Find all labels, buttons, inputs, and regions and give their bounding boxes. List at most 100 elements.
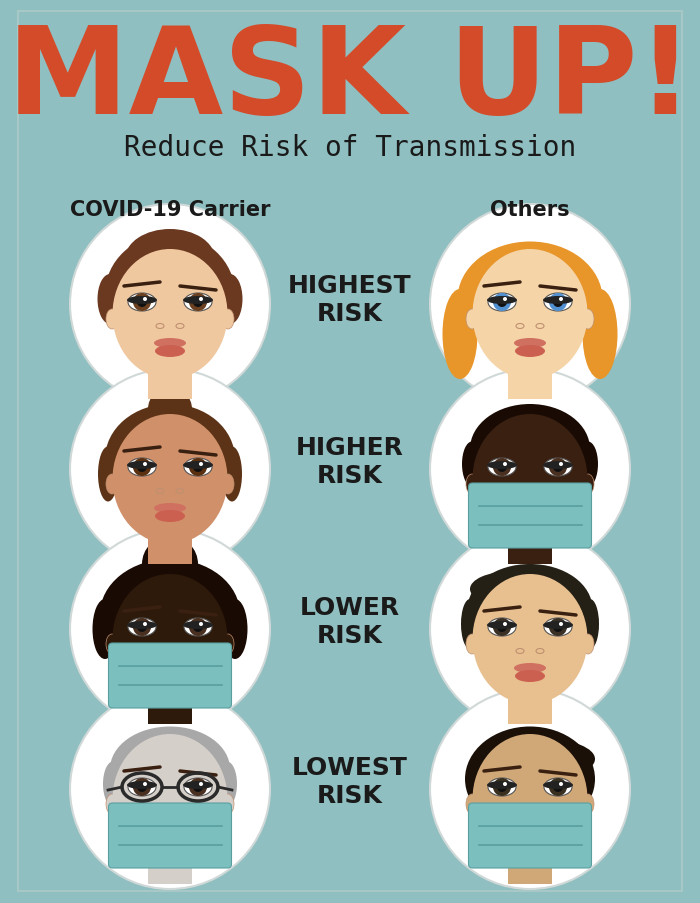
Ellipse shape (222, 310, 234, 330)
Ellipse shape (113, 414, 228, 545)
Circle shape (137, 622, 147, 632)
Ellipse shape (127, 461, 157, 470)
Circle shape (549, 459, 567, 477)
Ellipse shape (543, 461, 573, 470)
Ellipse shape (488, 293, 516, 312)
Bar (508, 844, 552, 884)
Ellipse shape (544, 619, 572, 637)
Circle shape (497, 298, 507, 308)
Circle shape (199, 462, 203, 467)
Circle shape (493, 459, 511, 477)
Circle shape (148, 387, 192, 432)
Ellipse shape (222, 447, 242, 502)
Ellipse shape (514, 664, 546, 674)
Ellipse shape (515, 346, 545, 358)
FancyBboxPatch shape (468, 483, 592, 548)
Ellipse shape (442, 290, 477, 379)
Circle shape (430, 369, 630, 570)
Circle shape (493, 619, 511, 637)
Bar (508, 359, 552, 399)
FancyBboxPatch shape (108, 803, 232, 868)
Ellipse shape (106, 794, 118, 815)
Ellipse shape (462, 442, 482, 487)
Text: Reduce Risk of Transmission: Reduce Risk of Transmission (124, 134, 576, 162)
Circle shape (493, 293, 511, 312)
Ellipse shape (465, 727, 595, 832)
Ellipse shape (495, 740, 595, 779)
Text: LOWEST
RISK: LOWEST RISK (292, 755, 408, 807)
Ellipse shape (127, 621, 157, 629)
Ellipse shape (92, 600, 118, 659)
Ellipse shape (128, 619, 156, 637)
Ellipse shape (473, 250, 587, 379)
Ellipse shape (222, 474, 234, 495)
Ellipse shape (184, 778, 212, 796)
Circle shape (189, 293, 207, 312)
Ellipse shape (544, 293, 572, 312)
Text: HIGHER
RISK: HIGHER RISK (296, 435, 404, 488)
Ellipse shape (183, 461, 213, 470)
Circle shape (193, 782, 203, 792)
Ellipse shape (184, 459, 212, 477)
Ellipse shape (128, 459, 156, 477)
Ellipse shape (106, 474, 118, 495)
Circle shape (143, 462, 147, 467)
Ellipse shape (487, 621, 517, 629)
Ellipse shape (128, 778, 156, 796)
Ellipse shape (544, 459, 572, 477)
Ellipse shape (184, 619, 212, 637)
Ellipse shape (582, 290, 617, 379)
Ellipse shape (154, 339, 186, 349)
Circle shape (503, 462, 507, 467)
Ellipse shape (461, 600, 479, 649)
Circle shape (137, 782, 147, 792)
Circle shape (189, 778, 207, 796)
Text: HIGHEST
RISK: HIGHEST RISK (288, 274, 412, 326)
Ellipse shape (488, 459, 516, 477)
Circle shape (133, 619, 151, 637)
Ellipse shape (100, 559, 240, 669)
Ellipse shape (97, 275, 122, 325)
Ellipse shape (217, 761, 237, 806)
Ellipse shape (543, 621, 573, 629)
Ellipse shape (183, 297, 213, 304)
Ellipse shape (125, 229, 215, 290)
Ellipse shape (218, 275, 242, 325)
Ellipse shape (466, 634, 478, 655)
Circle shape (497, 622, 507, 632)
Circle shape (133, 778, 151, 796)
Circle shape (430, 205, 630, 405)
Bar (508, 684, 552, 724)
Circle shape (553, 782, 563, 792)
Ellipse shape (183, 781, 213, 789)
Circle shape (553, 298, 563, 308)
Circle shape (143, 622, 147, 627)
Ellipse shape (487, 781, 517, 789)
Circle shape (503, 782, 507, 787)
Ellipse shape (544, 778, 572, 796)
Circle shape (137, 462, 147, 472)
Ellipse shape (470, 572, 550, 607)
Circle shape (497, 462, 507, 472)
Ellipse shape (468, 564, 592, 655)
Ellipse shape (106, 634, 118, 655)
Circle shape (559, 622, 563, 627)
Ellipse shape (222, 634, 234, 655)
Ellipse shape (113, 734, 228, 864)
Text: MASK UP!: MASK UP! (7, 22, 693, 138)
Bar (148, 525, 192, 564)
Bar (148, 684, 192, 724)
Ellipse shape (184, 293, 212, 312)
Circle shape (503, 298, 507, 302)
Circle shape (199, 782, 203, 787)
Ellipse shape (127, 781, 157, 789)
Ellipse shape (105, 235, 235, 355)
Ellipse shape (466, 794, 478, 815)
Circle shape (553, 462, 563, 472)
Ellipse shape (127, 297, 157, 304)
Circle shape (133, 459, 151, 477)
Ellipse shape (113, 574, 228, 704)
Circle shape (70, 369, 270, 570)
Text: LOWER
RISK: LOWER RISK (300, 595, 400, 647)
Ellipse shape (543, 781, 573, 789)
